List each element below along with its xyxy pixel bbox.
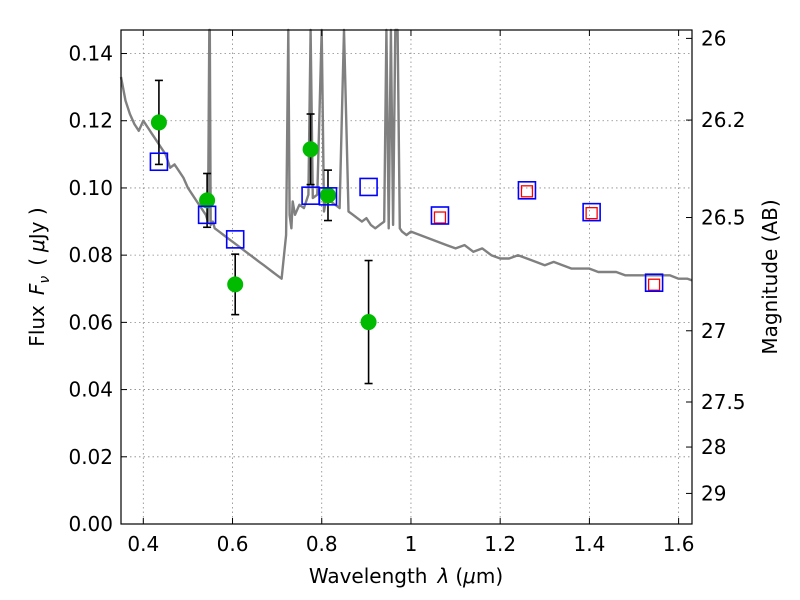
y2-axis-title: Magnitude (AB)	[758, 199, 782, 354]
model-flux-square	[582, 202, 601, 222]
x-axis-unit-rest: m)	[476, 564, 503, 588]
y2-tick-label: 29	[701, 481, 726, 505]
y-tick-label: 0.14	[68, 42, 113, 66]
y-axis-unit-open: (	[25, 258, 49, 266]
y-tick-label: 0.04	[68, 378, 113, 402]
spectrum-layer	[119, 28, 693, 282]
y-tick-label: 0.10	[68, 176, 113, 200]
y-axis-symbol: F	[25, 283, 49, 295]
plot-frame	[120, 29, 693, 525]
y-axis-unit-rest: Jy )	[25, 207, 49, 241]
observed-limit-square	[585, 206, 598, 220]
y-axis-title: Flux Fν ( μJy )	[25, 207, 53, 346]
y2-tick-label: 26	[701, 26, 726, 50]
y-tick-label: 0.12	[68, 109, 113, 133]
y2-tick-label: 26.2	[701, 108, 746, 132]
y-tick-label: 0.00	[68, 512, 113, 536]
model-flux-square	[318, 187, 338, 206]
x-tick-label: 0.8	[306, 532, 338, 556]
model-flux-square	[225, 230, 245, 249]
observed-flux-point	[199, 192, 216, 209]
y2-tick-label: 27	[701, 319, 726, 343]
model-flux-square	[644, 273, 664, 293]
observed-limit-square	[647, 278, 661, 291]
model-flux-square	[359, 177, 378, 197]
y-tick-label: 0.08	[68, 243, 113, 267]
y2-tick-label: 26.5	[701, 206, 746, 230]
model-flux-square	[149, 152, 169, 172]
y-axis-unit-mu: μ	[25, 239, 49, 253]
observed-flux-point	[227, 276, 244, 293]
observed-limit-square	[433, 211, 447, 224]
tick-layer: 0.4 0.6 0.8 1 1.2 1.4 1.6 0.00 0.02 0.04 0.06 0.08 0…	[68, 26, 745, 556]
y-axis-title-text: Flux	[25, 305, 49, 347]
x-axis-title: Wavelength λ (μm)	[309, 564, 503, 588]
x-axis-title-text: Wavelength	[309, 564, 428, 588]
observed-flux-point	[319, 187, 336, 204]
grid-layer	[121, 30, 692, 524]
model-flux-square	[430, 206, 450, 225]
x-tick-label: 1.6	[663, 532, 695, 556]
y-tick-label: 0.02	[68, 445, 113, 469]
y-axis-subscript: ν	[37, 276, 53, 284]
x-tick-label: 0.4	[127, 532, 159, 556]
model-flux-square	[517, 180, 537, 200]
x-tick-label: 0.6	[217, 532, 249, 556]
x-tick-label: 1.2	[484, 532, 516, 556]
x-axis-symbol: λ	[436, 564, 449, 588]
x-axis-unit-open: (	[455, 564, 463, 588]
observed-flux-point	[302, 141, 319, 158]
spectrum-line	[119, 28, 693, 282]
observed-flux-point	[150, 114, 167, 131]
model-flux-square	[197, 205, 217, 225]
y2-tick-label: 27.5	[701, 390, 746, 414]
x-tick-label: 1	[405, 532, 418, 556]
marker-layer	[149, 79, 664, 385]
observed-limit-square	[520, 185, 534, 198]
observed-flux-point	[360, 314, 377, 331]
y-tick-label: 0.06	[68, 310, 113, 334]
x-tick-label: 1.4	[573, 532, 605, 556]
y2-tick-label: 28	[701, 435, 726, 459]
x-axis-unit-mu: μ	[462, 564, 476, 588]
